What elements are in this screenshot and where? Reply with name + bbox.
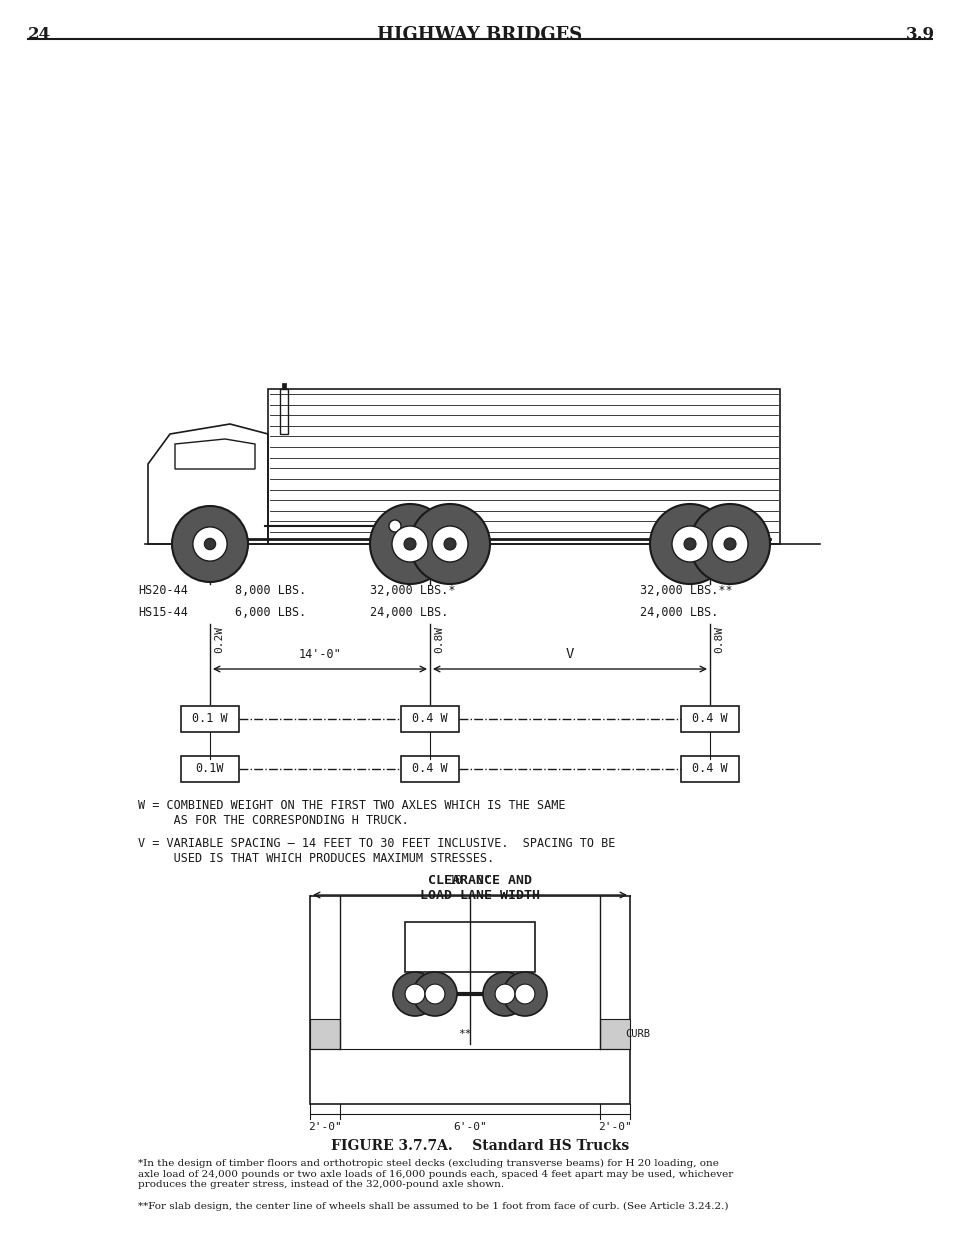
Circle shape: [672, 526, 708, 562]
Bar: [282, 383, 286, 389]
Text: 32,000 LBS.**: 32,000 LBS.**: [640, 583, 732, 597]
Text: FIGURE 3.7.7A.    Standard HS Trucks: FIGURE 3.7.7A. Standard HS Trucks: [331, 1140, 629, 1153]
Circle shape: [193, 527, 228, 561]
Circle shape: [444, 537, 456, 550]
Text: 32,000 LBS.*: 32,000 LBS.*: [370, 583, 455, 597]
Text: 24,000 LBS.: 24,000 LBS.: [370, 606, 448, 620]
Text: 6,000 LBS.: 6,000 LBS.: [235, 606, 306, 620]
Circle shape: [483, 972, 527, 1016]
Text: **: **: [458, 1029, 471, 1039]
Bar: [681, 756, 739, 782]
Circle shape: [413, 972, 457, 1016]
Text: 0.4 W: 0.4 W: [412, 713, 447, 725]
Text: 8,000 LBS.: 8,000 LBS.: [235, 583, 306, 597]
Text: CLEARANCE AND
LOAD LANE WIDTH: CLEARANCE AND LOAD LANE WIDTH: [420, 875, 540, 902]
Text: 0.4 W: 0.4 W: [412, 763, 447, 775]
Circle shape: [405, 984, 425, 1004]
Text: *In the design of timber floors and orthotropic steel decks (excluding transvers: *In the design of timber floors and orth…: [138, 1159, 733, 1189]
Text: HS15-44: HS15-44: [138, 606, 188, 620]
Bar: [310, 1019, 340, 1049]
Bar: [401, 707, 459, 731]
Circle shape: [503, 972, 547, 1016]
Text: 2'-0": 2'-0": [308, 1122, 342, 1132]
Bar: [181, 756, 239, 782]
Bar: [401, 756, 459, 782]
Circle shape: [425, 984, 444, 1004]
Text: V = VARIABLE SPACING — 14 FEET TO 30 FEET INCLUSIVE.  SPACING TO BE
     USED IS: V = VARIABLE SPACING — 14 FEET TO 30 FEE…: [138, 837, 615, 865]
Circle shape: [724, 537, 736, 550]
Bar: [681, 707, 739, 731]
Text: 0.8W: 0.8W: [714, 626, 724, 653]
Circle shape: [495, 984, 515, 1004]
Circle shape: [432, 526, 468, 562]
Circle shape: [393, 972, 437, 1016]
Circle shape: [389, 520, 401, 532]
Bar: [181, 707, 239, 731]
Circle shape: [690, 504, 770, 583]
Text: **For slab design, the center line of wheels shall be assumed to be 1 foot from : **For slab design, the center line of wh…: [138, 1202, 729, 1212]
Text: 0.4 W: 0.4 W: [692, 763, 728, 775]
Text: 24,000 LBS.: 24,000 LBS.: [640, 606, 718, 620]
Bar: [405, 922, 535, 972]
Bar: [600, 1019, 630, 1049]
Text: 10'-0": 10'-0": [448, 875, 492, 887]
Bar: [280, 389, 288, 434]
Circle shape: [516, 984, 535, 1004]
Text: HS20-44: HS20-44: [138, 583, 188, 597]
Text: 0.2W: 0.2W: [214, 626, 224, 653]
Text: 6'-0": 6'-0": [453, 1122, 487, 1132]
Circle shape: [392, 526, 428, 562]
Text: 0.1 W: 0.1 W: [192, 713, 228, 725]
Text: W = COMBINED WEIGHT ON THE FIRST TWO AXLES WHICH IS THE SAME
     AS FOR THE COR: W = COMBINED WEIGHT ON THE FIRST TWO AXL…: [138, 799, 565, 827]
Circle shape: [172, 506, 248, 582]
Text: 2'-0": 2'-0": [598, 1122, 632, 1132]
Circle shape: [204, 539, 216, 550]
Bar: [310, 896, 630, 1103]
Circle shape: [404, 537, 416, 550]
Text: HIGHWAY BRIDGES: HIGHWAY BRIDGES: [377, 26, 583, 44]
Text: 0.8W: 0.8W: [434, 626, 444, 653]
Circle shape: [712, 526, 748, 562]
Circle shape: [370, 504, 450, 583]
Circle shape: [650, 504, 730, 583]
Text: 24: 24: [28, 26, 51, 44]
Circle shape: [684, 537, 696, 550]
Text: 3.9: 3.9: [906, 26, 935, 44]
Text: CURB: CURB: [625, 1029, 650, 1039]
Text: 14'-0": 14'-0": [299, 648, 342, 661]
Circle shape: [410, 504, 490, 583]
Text: 0.4 W: 0.4 W: [692, 713, 728, 725]
Text: 0.1W: 0.1W: [196, 763, 225, 775]
Text: V: V: [565, 647, 574, 661]
